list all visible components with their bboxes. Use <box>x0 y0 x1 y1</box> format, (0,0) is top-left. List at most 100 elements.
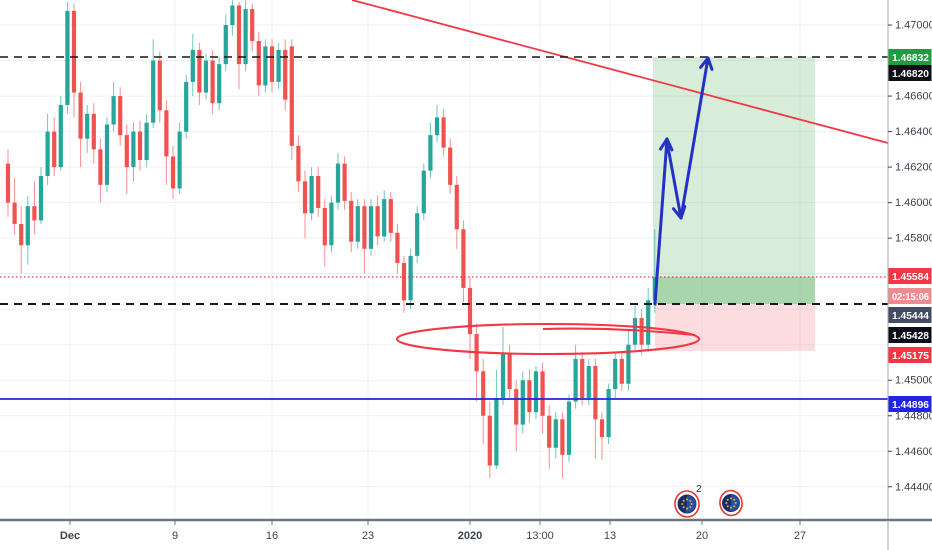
candle-body <box>243 9 248 65</box>
price-badge: 1.45444 <box>888 307 932 323</box>
target-zone-filled-part <box>653 277 815 304</box>
candle-body <box>223 25 228 65</box>
candle-body <box>104 124 110 185</box>
price-tick-label: 1.46200 <box>895 162 932 174</box>
candle-body <box>170 156 176 189</box>
descending-trendline[interactable] <box>351 0 889 144</box>
candle-body <box>593 366 598 420</box>
price-badge: 1.45175 <box>888 347 932 363</box>
price-badge-bg <box>888 347 932 363</box>
candle-body <box>441 117 446 148</box>
candle-body <box>184 81 189 132</box>
candle-body <box>45 131 50 176</box>
candle-body <box>283 49 288 100</box>
target-zone[interactable] <box>653 57 815 304</box>
candle-body <box>573 358 578 402</box>
candle-body <box>566 401 572 455</box>
price-axis[interactable]: 1.47000 1.46600 1.46400 1.46200 1.46000 1.458… <box>887 0 932 550</box>
price-badge: 1.45584 <box>888 268 932 284</box>
candle-body <box>302 181 308 214</box>
candle-body <box>434 117 440 136</box>
candle-body <box>500 353 506 398</box>
price-tick-label: 1.47000 <box>895 20 932 32</box>
projection-arrows[interactable] <box>653 56 714 306</box>
price-badge-bg <box>888 396 932 412</box>
flag-star-dot <box>689 499 692 502</box>
candle-body <box>78 92 83 139</box>
flag-star-dot <box>730 506 732 509</box>
time-tick-label: 9 <box>172 530 178 542</box>
time-tick-label: 2020 <box>458 530 482 542</box>
arrowhead-icon <box>699 56 710 69</box>
candle-body <box>296 145 301 182</box>
candle-body <box>71 10 77 93</box>
candle-body <box>164 110 169 157</box>
time-tick-label: Dec <box>60 530 80 542</box>
candle-body <box>533 371 539 413</box>
candle-body <box>98 149 103 185</box>
price-badge-label: 1.45175 <box>892 350 929 362</box>
candle-body <box>157 60 162 111</box>
candle-body <box>289 46 294 146</box>
candle-body <box>461 229 466 288</box>
candle-body <box>375 206 380 237</box>
flag-star-dot <box>726 505 729 508</box>
candle-body <box>65 10 70 105</box>
candle-body <box>401 263 407 301</box>
candle-body <box>388 199 393 233</box>
price-tick-label: 1.44400 <box>895 481 932 493</box>
candle-body <box>85 113 90 139</box>
candle-body <box>428 135 433 171</box>
price-badge: 1.45428 <box>888 327 932 343</box>
candle-body <box>230 5 235 26</box>
candle-body <box>507 353 512 390</box>
candle-body <box>408 255 413 301</box>
arrow-line <box>666 145 683 220</box>
candle-body <box>190 49 195 82</box>
candle-body <box>514 389 519 425</box>
candle-body <box>25 206 30 246</box>
candle-body <box>137 131 143 161</box>
arrowhead-icon <box>706 56 714 71</box>
price-tick-label: 1.46000 <box>895 197 932 209</box>
economic-event-marker[interactable]: 2 <box>673 484 702 519</box>
candle-body <box>527 380 532 413</box>
flag-star-dot <box>733 498 736 501</box>
candle-body <box>454 184 459 230</box>
time-tick-label: 16 <box>266 530 278 542</box>
candle-body <box>118 96 123 136</box>
time-axis[interactable]: Dec 9 16 23 2020 13:00 13 20 27 <box>0 518 932 550</box>
candle-body <box>111 96 116 125</box>
price-badge-bg <box>888 307 932 323</box>
price-badge-label: 1.45584 <box>892 271 929 283</box>
price-badge-bg <box>888 49 932 65</box>
price-badge-bg <box>888 327 932 343</box>
stop-zone[interactable] <box>655 304 815 351</box>
candle-body <box>547 415 552 448</box>
candle-body <box>52 131 57 168</box>
red-circle-annotation <box>719 489 743 517</box>
candle-body <box>362 206 367 249</box>
candle-body <box>382 199 387 237</box>
flag-star-dot <box>733 505 736 508</box>
economic-event-marker[interactable] <box>718 489 743 517</box>
accumulation-ellipse[interactable] <box>395 322 701 356</box>
candle-body <box>309 175 314 214</box>
candle-body <box>606 389 611 438</box>
price-badge-bg <box>888 288 932 304</box>
flag-star-dot <box>686 507 688 510</box>
candle-body <box>619 358 624 384</box>
candle-body <box>560 419 565 455</box>
candle-body <box>520 380 525 425</box>
candle-body <box>540 371 545 416</box>
candle-body <box>38 175 44 221</box>
candle-body <box>467 287 473 335</box>
price-tick-label: 1.45800 <box>895 233 932 245</box>
flag-star-dot <box>686 498 688 501</box>
time-tick-label: 23 <box>362 530 374 542</box>
candle-body <box>415 213 420 256</box>
candle-body <box>553 419 558 448</box>
candle-body <box>355 206 360 242</box>
